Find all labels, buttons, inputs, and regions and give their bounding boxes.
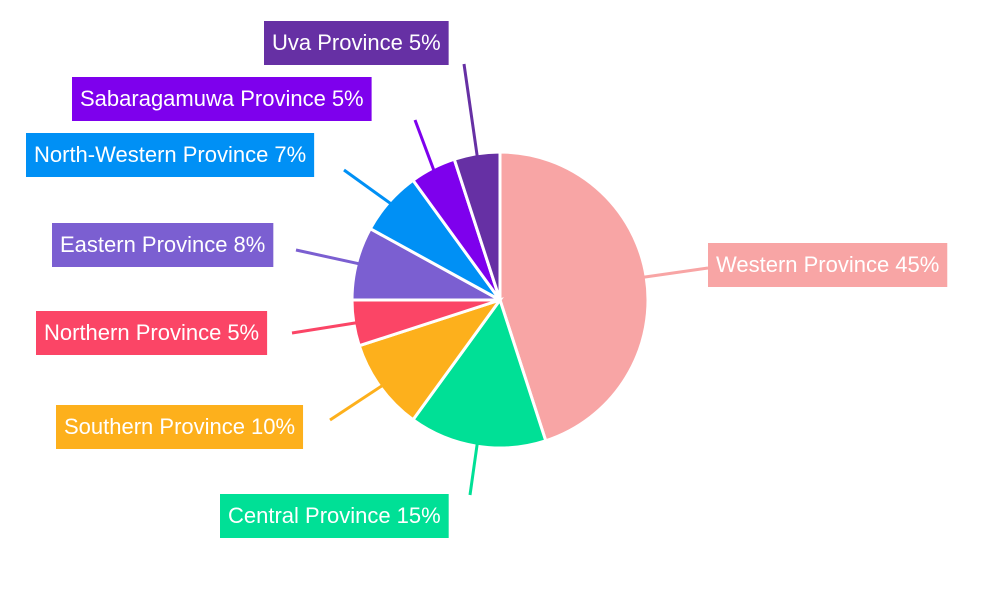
label-text: Eastern Province 8% [60, 232, 265, 257]
label-category: Southern Province [64, 414, 245, 439]
label-category: Sabaragamuwa Province [80, 86, 326, 111]
label-category: Central Province [228, 503, 391, 528]
leader-line [329, 384, 383, 422]
label-value: 5% [332, 86, 364, 111]
leader-line [291, 321, 357, 335]
label-box [72, 77, 372, 121]
label-category: Eastern Province [60, 232, 228, 257]
label-value: 15% [397, 503, 441, 528]
data-label: Southern Province 10% [56, 405, 304, 449]
slices [350, 150, 650, 450]
data-label: Northern Province 5% [36, 311, 268, 355]
leader-line [413, 119, 436, 171]
label-category: Western Province [716, 252, 889, 277]
data-label: Western Province 45% [708, 243, 948, 287]
leader-line [295, 248, 359, 266]
label-box [52, 223, 274, 267]
label-box [56, 405, 304, 449]
labels: Western Province 45% Central Province 15% So… [26, 21, 948, 538]
label-text: Central Province 15% [228, 503, 441, 528]
label-box [264, 21, 449, 65]
label-text: Uva Province 5% [272, 30, 441, 55]
label-value: 10% [251, 414, 295, 439]
label-box [220, 494, 449, 538]
label-box [708, 243, 948, 287]
label-value: 45% [895, 252, 939, 277]
data-label: Uva Province 5% [264, 21, 449, 65]
label-category: North-Western Province [34, 142, 268, 167]
label-value: 5% [409, 30, 441, 55]
label-text: Western Province 45% [716, 252, 939, 277]
data-label: Central Province 15% [220, 494, 449, 538]
label-category: Uva Province [272, 30, 403, 55]
label-category: Northern Province [44, 320, 221, 345]
leader-line [468, 443, 479, 496]
data-label: North-Western Province 7% [26, 133, 315, 177]
label-box [26, 133, 315, 177]
data-label: Sabaragamuwa Province 5% [72, 77, 372, 121]
label-text: Sabaragamuwa Province 5% [80, 86, 364, 111]
leader-line [643, 266, 709, 279]
label-text: Northern Province 5% [44, 320, 259, 345]
label-box [36, 311, 268, 355]
label-text: North-Western Province 7% [34, 142, 306, 167]
label-value: 8% [234, 232, 266, 257]
data-label: Eastern Province 8% [52, 223, 274, 267]
leader-line [462, 63, 479, 157]
label-value: 5% [227, 320, 259, 345]
leader-line [343, 168, 392, 205]
label-text: Southern Province 10% [64, 414, 295, 439]
label-value: 7% [274, 142, 306, 167]
